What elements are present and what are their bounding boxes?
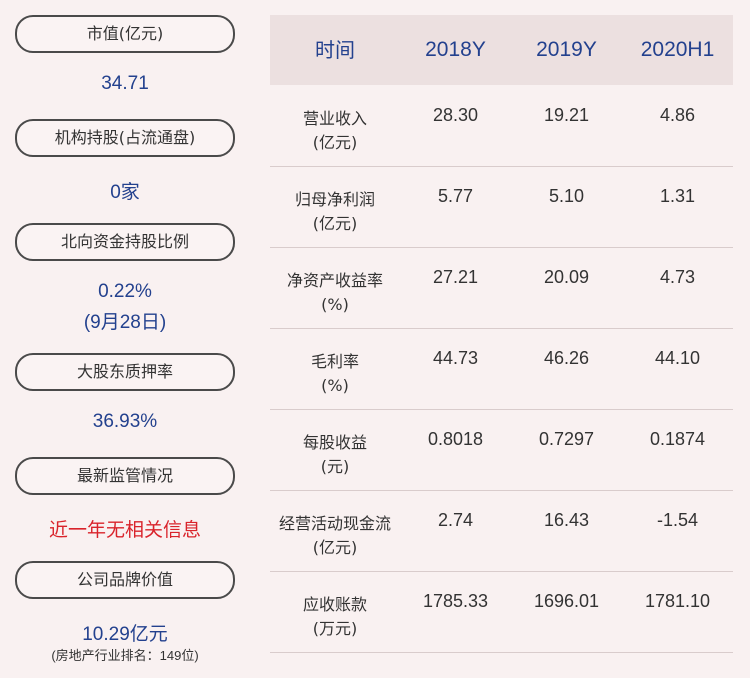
row-label: 归母净利润 (亿元) — [270, 188, 400, 236]
table-row: 经营活动现金流 (亿元) 2.74 16.43 -1.54 — [270, 490, 733, 572]
table-row: 应收账款 (万元) 1785.33 1696.01 1781.10 — [270, 571, 733, 653]
table-row: 每股收益 (元) 0.8018 0.7297 0.1874 — [270, 409, 733, 491]
cell-2019y: 5.10 — [548, 186, 585, 206]
cell-2018y: 2.74 — [437, 510, 474, 530]
table-row: 归母净利润 (亿元) 5.77 5.10 1.31 — [270, 166, 733, 248]
regulation-value: 近一年无相关信息 — [48, 519, 201, 541]
cell-2020h1: 1781.10 — [644, 591, 711, 611]
cell-2019y: 0.7297 — [538, 429, 595, 449]
header-time: 时间 — [315, 38, 355, 62]
row-label-unit: (亿元) — [312, 214, 358, 233]
brand-value-value: 10.29亿元 — [82, 624, 168, 645]
row-label-unit: (万元) — [312, 619, 358, 638]
cell-2020h1: 0.1874 — [649, 429, 706, 449]
cell-2020h1: 44.10 — [654, 348, 701, 368]
institution-holding-label: 机构持股(占流通盘) — [15, 119, 235, 157]
row-label-name: 营业收入 — [302, 109, 367, 128]
cell-2018y: 0.8018 — [427, 429, 484, 449]
pledge-rate-label: 大股东质押率 — [15, 353, 235, 391]
regulation-label: 最新监管情况 — [15, 457, 235, 495]
table-row: 净资产收益率 (%) 27.21 20.09 4.73 — [270, 247, 733, 329]
market-cap-value: 34.71 — [101, 73, 149, 94]
northbound-holding-value: 0.22% — [98, 281, 152, 302]
row-label-unit: (亿元) — [312, 133, 358, 152]
cell-2020h1: -1.54 — [656, 510, 699, 530]
cell-2020h1: 4.73 — [659, 267, 696, 287]
row-label-name: 经营活动现金流 — [278, 514, 391, 533]
row-label-unit: (元) — [320, 457, 350, 476]
row-label: 应收账款 (万元) — [270, 593, 400, 641]
northbound-holding-date: (9月28日) — [83, 312, 167, 333]
row-label-name: 归母净利润 — [294, 190, 375, 209]
cell-2018y: 28.30 — [432, 105, 479, 125]
cell-2019y: 20.09 — [543, 267, 590, 287]
row-label: 净资产收益率 (%) — [270, 269, 400, 317]
institution-holding-value: 0家 — [110, 182, 140, 203]
cell-2020h1: 4.86 — [659, 105, 696, 125]
row-label-name: 每股收益 — [302, 433, 367, 452]
cell-2018y: 27.21 — [432, 267, 479, 287]
table-header: 时间 2018Y 2019Y 2020H1 — [270, 15, 733, 85]
row-label-unit: (%) — [321, 295, 349, 314]
cell-2018y: 1785.33 — [422, 591, 489, 611]
cell-2019y: 1696.01 — [533, 591, 600, 611]
cell-2018y: 5.77 — [437, 186, 474, 206]
table-row: 毛利率 (%) 44.73 46.26 44.10 — [270, 328, 733, 410]
row-label-name: 净资产收益率 — [286, 271, 383, 290]
row-label-name: 应收账款 — [302, 595, 367, 614]
cell-2019y: 19.21 — [543, 105, 590, 125]
row-label-name: 毛利率 — [310, 352, 359, 371]
table-row: 营业收入 (亿元) 28.30 19.21 4.86 — [270, 85, 733, 167]
market-cap-label: 市值(亿元) — [15, 15, 235, 53]
header-2019y: 2019Y — [536, 38, 597, 61]
cell-2019y: 16.43 — [543, 510, 590, 530]
row-label: 营业收入 (亿元) — [270, 107, 400, 155]
brand-value-label: 公司品牌价值 — [15, 561, 235, 599]
row-label: 经营活动现金流 (亿元) — [270, 512, 400, 560]
row-label-unit: (亿元) — [312, 538, 358, 557]
cell-2020h1: 1.31 — [659, 186, 696, 206]
header-2018y: 2018Y — [425, 38, 486, 61]
row-label-unit: (%) — [321, 376, 349, 395]
brand-rank-note: (房地产行业排名：149位) — [51, 648, 199, 663]
northbound-holding-label: 北向资金持股比例 — [15, 223, 235, 261]
cell-2018y: 44.73 — [432, 348, 479, 368]
row-label: 每股收益 (元) — [270, 431, 400, 479]
cell-2019y: 46.26 — [543, 348, 590, 368]
pledge-rate-value: 36.93% — [92, 411, 158, 432]
header-2020h1: 2020H1 — [640, 38, 715, 61]
row-label: 毛利率 (%) — [270, 350, 400, 398]
